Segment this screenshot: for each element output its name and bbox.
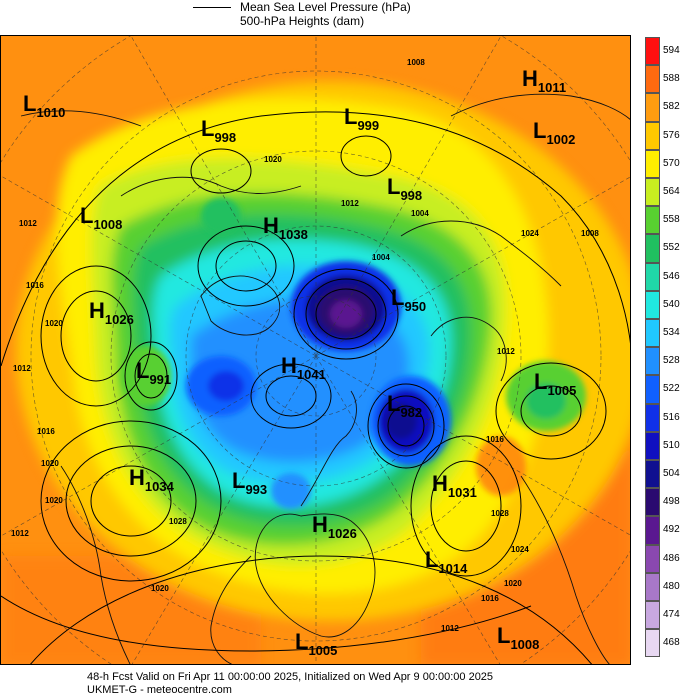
isobar-label: 1028 (491, 509, 509, 518)
colorbar-swatch-546 (645, 262, 660, 291)
isobar-label: 1020 (45, 319, 63, 328)
colorbar-label-498: 498 (663, 496, 680, 508)
colorbar-swatch-486 (645, 544, 660, 573)
legend-text: Mean Sea Level Pressure (hPa) 500-hPa He… (240, 0, 411, 28)
colorbar-label-504: 504 (663, 468, 680, 479)
colorbar-label-516: 516 (663, 411, 680, 423)
forecast-valid-text: 48-h Fcst Valid on Fri Apr 11 00:00:00 2… (87, 671, 494, 683)
height-field (1, 36, 630, 664)
isobar-label: 1004 (372, 253, 390, 262)
isobar-label: 1020 (504, 579, 522, 588)
isobar-label: 1020 (264, 155, 282, 164)
isobar-label: 1028 (169, 517, 187, 526)
colorbar-label-534: 534 (663, 327, 680, 338)
colorbar-swatch-480 (645, 572, 660, 601)
colorbar-label-522: 522 (663, 383, 680, 395)
colorbar-swatch-492 (645, 516, 660, 545)
isobar-label: 1012 (341, 199, 359, 208)
isobar-label: 1016 (486, 435, 504, 444)
isobar-label: 1008 (581, 229, 599, 238)
isobar-label: 1004 (411, 209, 429, 218)
legend-mslp-label: Mean Sea Level Pressure (hPa) (240, 0, 411, 14)
colorbar-swatch-576 (645, 121, 660, 150)
colorbar-swatch-570 (645, 149, 660, 178)
colorbar-label-576: 576 (663, 129, 680, 141)
isobar-labels: 1008 1020 1012 1004 1012 1016 1020 1012 1016 1020… (11, 58, 599, 633)
colorbar-swatch-594 (645, 37, 660, 66)
colorbar-label-510: 510 (663, 439, 680, 451)
colorbar-swatch-504 (645, 460, 660, 489)
colorbar-swatch-474 (645, 601, 660, 630)
isobar-label: 1008 (407, 58, 425, 67)
colorbar-swatch-558 (645, 206, 660, 235)
graticule (1, 36, 630, 664)
isobar-label: 1012 (19, 219, 37, 228)
colorbar-swatch-552 (645, 234, 660, 263)
colorbar-swatch-516 (645, 403, 660, 432)
isobar-label: 1024 (511, 545, 529, 554)
colorbar-swatch-534 (645, 319, 660, 348)
colorbar-label-480: 480 (663, 580, 680, 592)
colorbar-label-474: 474 (663, 609, 680, 620)
colorbar-swatch-564 (645, 178, 660, 207)
colorbar-label-546: 546 (663, 270, 680, 282)
colorbar-label-528: 528 (663, 355, 680, 367)
colorbar-label-492: 492 (663, 524, 680, 536)
colorbar-swatch-498 (645, 488, 660, 517)
legend-heights-label: 500-hPa Heights (dam) (240, 14, 365, 28)
map-legend: Mean Sea Level Pressure (hPa) 500-hPa He… (0, 0, 681, 34)
colorbar-swatch-588 (645, 65, 660, 94)
colorbar-swatch-582 (645, 93, 660, 122)
colorbar-label-564: 564 (663, 186, 680, 197)
colorbar-swatch-468 (645, 629, 660, 658)
isobar-label: 1016 (481, 594, 499, 603)
colorbar-swatch-540 (645, 290, 660, 319)
colorbar-label-594: 594 (663, 45, 680, 56)
colorbar-swatch-528 (645, 347, 660, 376)
isobar-label: 1012 (11, 529, 29, 538)
colorbar-swatch-522 (645, 375, 660, 404)
colorbar-label-570: 570 (663, 157, 680, 169)
isobars (1, 111, 630, 664)
map-footer: 48-h Fcst Valid on Fri Apr 11 00:00:00 2… (87, 671, 493, 697)
isobar-label: 1024 (521, 229, 539, 238)
isobar-label: 1012 (13, 364, 31, 373)
isobar-label: 1016 (37, 427, 55, 436)
colorbar-label-558: 558 (663, 214, 680, 226)
model-source-text: UKMET-G - meteocentre.com (87, 684, 232, 696)
isobar-label: 1012 (497, 347, 515, 356)
isobar-label: 1016 (26, 281, 44, 290)
isobar-legend-swatch (193, 7, 231, 8)
colorbar-label-540: 540 (663, 298, 680, 310)
isobar-label: 1020 (151, 584, 169, 593)
coastlines (20, 93, 630, 664)
colorbar-label-486: 486 (663, 552, 680, 564)
forecast-map: 1008 1020 1012 1004 1012 1016 1020 1012 1016 1020… (0, 35, 631, 665)
colorbar-label-552: 552 (663, 242, 680, 254)
isobar-label: 1012 (441, 624, 459, 633)
isobar-label: 1020 (41, 459, 59, 468)
colorbar-label-468: 468 (663, 637, 680, 649)
colorbar-swatch-510 (645, 431, 660, 460)
colorbar-label-582: 582 (663, 101, 680, 113)
colorbar-label-588: 588 (663, 73, 680, 85)
isobar-label: 1020 (45, 496, 63, 505)
pressure-center-l-1008: L1008 (80, 203, 122, 232)
